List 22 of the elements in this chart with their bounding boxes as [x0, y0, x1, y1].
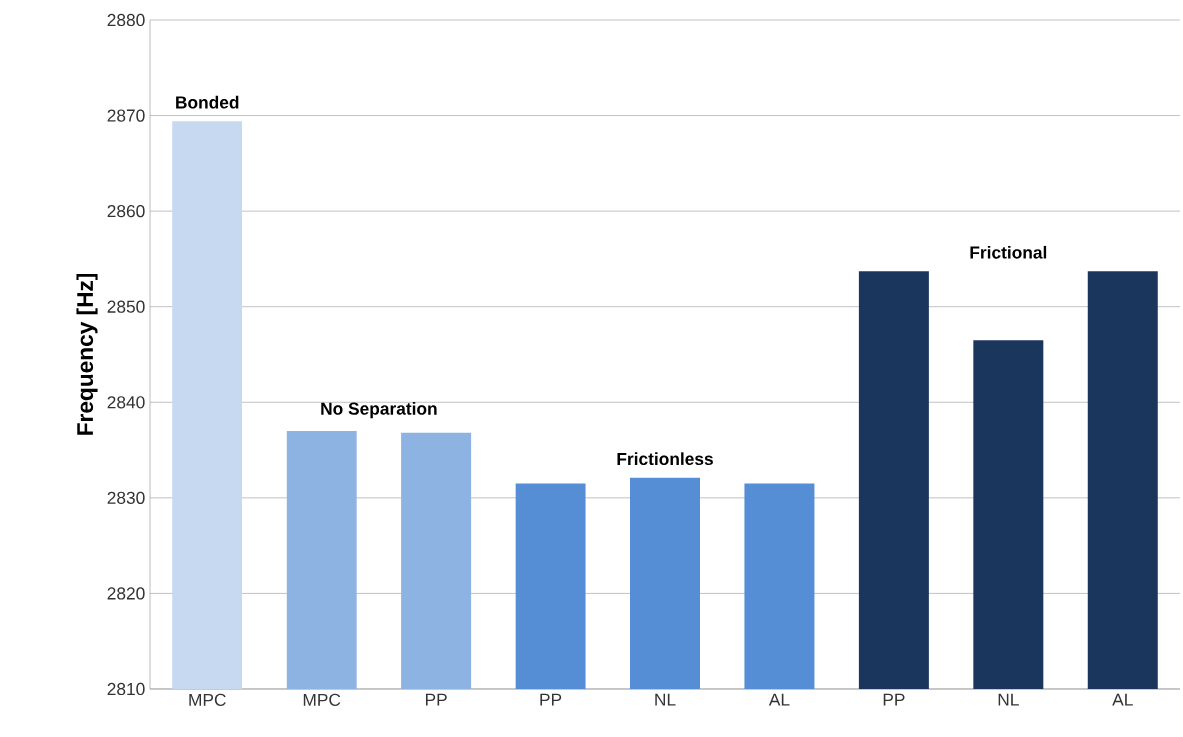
series-label: Bonded — [176, 95, 239, 109]
y-tick-label: 2870 — [107, 109, 145, 122]
x-tick-label: AL — [768, 693, 790, 706]
x-tick-label: PP — [540, 693, 562, 706]
y-axis-title: Frequency [Hz] — [76, 273, 98, 435]
y-tick-label: 2820 — [107, 587, 145, 600]
series-label: No Separation — [321, 402, 437, 419]
text: Frictional — [970, 245, 1047, 259]
x-tick-label: AL — [1112, 693, 1133, 706]
y-tick-label: 2860 — [107, 204, 145, 218]
y-tick-label: 2810 — [107, 682, 145, 696]
y-tick-label: 2880 — [107, 13, 145, 27]
y-tick-label: 2840 — [107, 396, 145, 409]
y-tick-label: 2850 — [107, 300, 145, 313]
x-tick-label: PP — [883, 693, 905, 706]
x-tick-label: NL — [655, 693, 676, 706]
x-tick-label: NL — [998, 693, 1019, 706]
x-tick-label: MPC — [303, 693, 341, 706]
y-tick-label: 2830 — [107, 491, 145, 504]
x-tick-label: PP — [425, 693, 447, 706]
x-tick-label: MPC — [189, 693, 226, 706]
series-label: Frictionless — [617, 452, 713, 466]
